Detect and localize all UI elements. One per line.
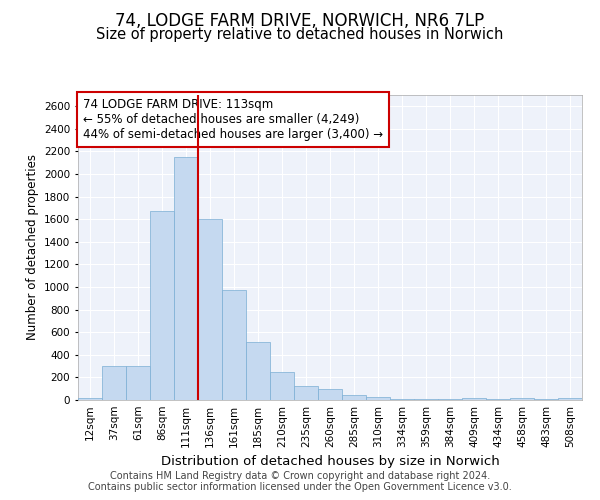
Bar	[390, 399, 414, 400]
Bar	[246, 342, 270, 400]
Bar	[558, 398, 582, 400]
Bar	[366, 396, 390, 400]
Text: Size of property relative to detached houses in Norwich: Size of property relative to detached ho…	[97, 28, 503, 42]
Bar	[126, 366, 150, 400]
Bar	[102, 366, 126, 400]
X-axis label: Distribution of detached houses by size in Norwich: Distribution of detached houses by size …	[161, 456, 499, 468]
Bar	[78, 398, 102, 400]
Text: Contains HM Land Registry data © Crown copyright and database right 2024.
Contai: Contains HM Land Registry data © Crown c…	[88, 471, 512, 492]
Text: 74, LODGE FARM DRIVE, NORWICH, NR6 7LP: 74, LODGE FARM DRIVE, NORWICH, NR6 7LP	[115, 12, 485, 30]
Y-axis label: Number of detached properties: Number of detached properties	[26, 154, 38, 340]
Bar	[342, 395, 366, 400]
Bar	[150, 212, 174, 400]
Bar	[294, 386, 318, 400]
Text: 74 LODGE FARM DRIVE: 113sqm
← 55% of detached houses are smaller (4,249)
44% of : 74 LODGE FARM DRIVE: 113sqm ← 55% of det…	[83, 98, 383, 141]
Bar	[318, 388, 342, 400]
Bar	[510, 398, 534, 400]
Bar	[270, 372, 294, 400]
Bar	[198, 220, 222, 400]
Bar	[222, 290, 246, 400]
Bar	[462, 398, 486, 400]
Bar	[174, 157, 198, 400]
